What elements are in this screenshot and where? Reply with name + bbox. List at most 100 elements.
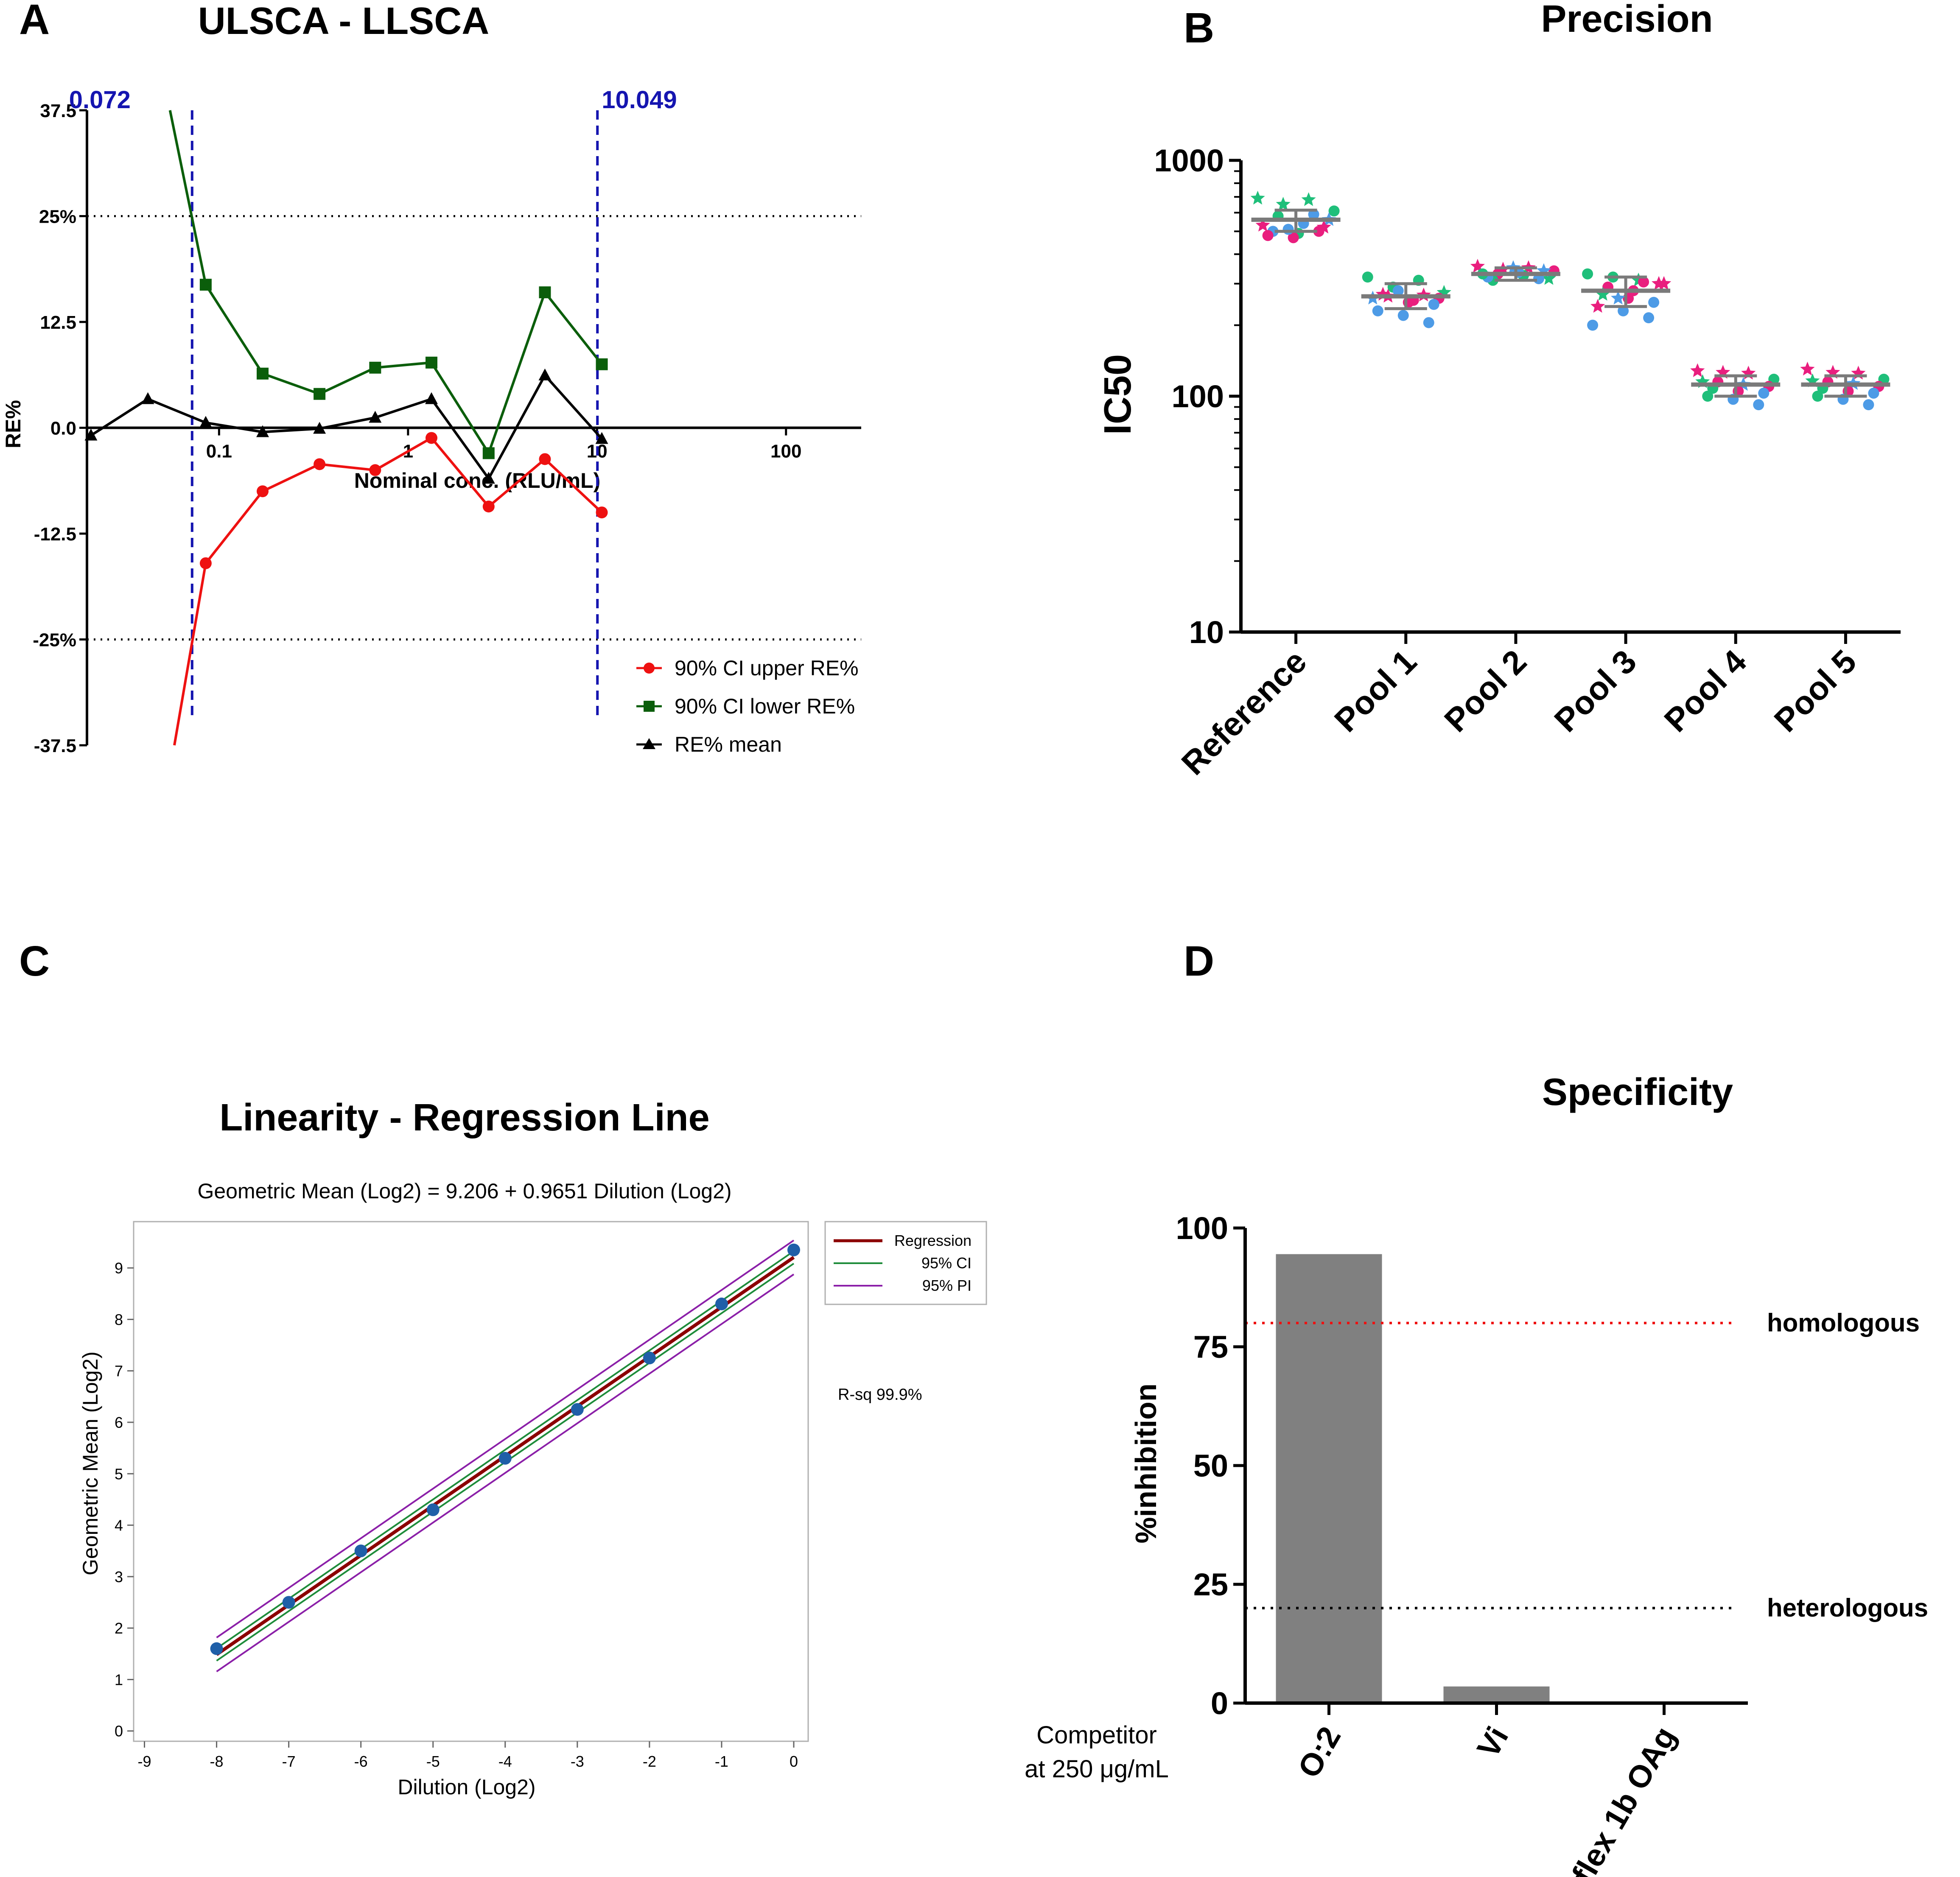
panel-b-point (1328, 205, 1340, 217)
panel-d-reference-label: heterologous (1767, 1594, 1928, 1622)
panel-a-point (482, 447, 495, 459)
panel-c-annotation: R-sq 99.9% (838, 1386, 922, 1404)
panel-a-point (425, 432, 437, 444)
panel-b-point (1282, 224, 1294, 235)
competitor-label-line2: at 250 μg/mL (1025, 1755, 1169, 1783)
panel-d-y-tick-label: 50 (1193, 1448, 1228, 1483)
panel-b-point (1313, 226, 1324, 237)
panel-b-y-tick-label: 10 (1189, 615, 1224, 650)
panel-c-x-tick-label: -5 (426, 1753, 440, 1770)
panel-c-pi-upper (216, 1239, 795, 1639)
panel-b-point (1255, 218, 1270, 232)
panel-a-re-chart: ULSCA - LLSCA RE% Nominal conc. (RLU/mL)… (1, 0, 861, 756)
panel-c-linearity-chart: Linearity - Regression Line Geometric Me… (78, 1097, 987, 1799)
panel-c-y-tick-label: 6 (115, 1414, 123, 1431)
panel-a-point (141, 392, 154, 404)
panel-a-point (596, 506, 608, 519)
panel-c-point (498, 1452, 512, 1465)
panel-c-y-tick-label: 1 (115, 1671, 123, 1688)
panel-d-bar (1443, 1686, 1550, 1703)
panel-b-category-label: Pool 1 (1327, 643, 1424, 739)
panel-c-point (210, 1642, 223, 1655)
panel-d-specificity-chart: Specificity %inhibition Competitor at 25… (1025, 1071, 1928, 1877)
panel-c-y-tick-label: 7 (115, 1362, 123, 1380)
panel-c-y-tick-label: 3 (115, 1568, 123, 1586)
panel-b-point (1652, 276, 1666, 290)
panel-d-reference-label: homologous (1767, 1309, 1920, 1337)
panel-a-point (425, 392, 438, 404)
panel-a-point (199, 279, 212, 291)
panel-b-point (1596, 287, 1610, 301)
panel-c-x-tick-label: -6 (354, 1753, 368, 1770)
panel-b-point (1863, 399, 1874, 411)
panel-a-point (425, 356, 437, 369)
panel-b-point (1428, 299, 1439, 310)
panel-b-point (1638, 276, 1649, 288)
legend-ci-label: 95% CI (921, 1254, 972, 1272)
panel-a-point (314, 458, 326, 470)
panel-c-subtitle: Geometric Mean (Log2) = 9.206 + 0.9651 D… (197, 1179, 731, 1203)
panel-d-category-label: O:2 (1291, 1721, 1348, 1784)
panel-c-frame (133, 1221, 809, 1742)
panel-c-y-tick-label: 4 (115, 1517, 123, 1534)
panel-a-point (84, 428, 98, 441)
legend-pi-label: 95% PI (922, 1277, 972, 1294)
panel-c-x-tick-label: -4 (498, 1753, 512, 1770)
panel-b-category-label: Pool 5 (1767, 643, 1864, 739)
panel-label-c: C (19, 937, 50, 985)
panel-b-point (1308, 209, 1319, 220)
panel-b-point (1262, 230, 1274, 241)
panel-a-point (313, 422, 326, 434)
panel-b-point (1800, 361, 1815, 376)
panel-a-limit-label: 0.072 (69, 86, 131, 114)
panel-d-category-label: Vi (1470, 1721, 1515, 1764)
panel-label-d: D (1184, 937, 1214, 985)
panel-c-point (571, 1403, 584, 1416)
panel-c-legend: Regression 95% CI 95% PI (824, 1221, 987, 1305)
panel-b-point (1587, 319, 1599, 331)
panel-b-point (1301, 192, 1316, 206)
panel-c-x-tick-label: -3 (571, 1753, 584, 1770)
panel-a-x-tick-label: 100 (770, 441, 801, 462)
panel-b-point (1392, 285, 1404, 297)
panel-d-y-tick-label: 0 (1211, 1686, 1228, 1721)
panel-b-point (1423, 317, 1434, 328)
panel-a-legend: 90% CI upper RE% 90% CI lower RE% RE% me… (636, 656, 859, 756)
panel-b-y-tick-label: 100 (1172, 379, 1224, 414)
panel-c-point (643, 1351, 656, 1365)
panel-a-limit-label: 10.049 (602, 86, 677, 114)
panel-c-x-tick-label: -2 (643, 1753, 656, 1770)
panel-a-point (199, 416, 212, 428)
panel-b-ylabel: IC50 (1097, 354, 1139, 435)
panel-c-point (282, 1596, 295, 1609)
panel-a-y-tick-label: 25% (39, 207, 76, 227)
panel-a-point (369, 464, 381, 476)
legend-mean-label: RE% mean (675, 733, 782, 756)
panel-c-point (715, 1298, 728, 1311)
panel-a-point (595, 432, 608, 444)
panel-a-point (257, 485, 269, 498)
panel-b-point (1868, 387, 1879, 399)
panel-b-category-label: Pool 4 (1657, 643, 1754, 739)
panel-a-series-line (168, 110, 603, 456)
panel-b-point (1582, 268, 1593, 280)
panel-a-point (369, 411, 382, 423)
panel-a-point (596, 358, 608, 370)
panel-d-bar (1276, 1254, 1382, 1703)
panel-a-point (199, 557, 212, 569)
panel-c-xlabel: Dilution (Log2) (398, 1775, 535, 1799)
legend-regression-label: Regression (894, 1232, 972, 1249)
legend-upper-label: 90% CI upper RE% (675, 656, 859, 680)
panel-b-point (1758, 387, 1770, 399)
panel-c-x-tick-label: 0 (790, 1753, 798, 1770)
panel-a-y-tick-label: 37.5 (40, 101, 76, 121)
panel-a-y-tick-label: -37.5 (34, 736, 76, 756)
panel-a-y-tick-label: -12.5 (34, 524, 76, 545)
panel-c-x-tick-label: -7 (282, 1753, 296, 1770)
panel-a-ylabel: RE% (1, 400, 25, 448)
panel-b-point (1372, 305, 1383, 316)
panel-b-category-label: Pool 2 (1437, 643, 1534, 739)
panel-c-y-tick-label: 5 (115, 1465, 123, 1483)
